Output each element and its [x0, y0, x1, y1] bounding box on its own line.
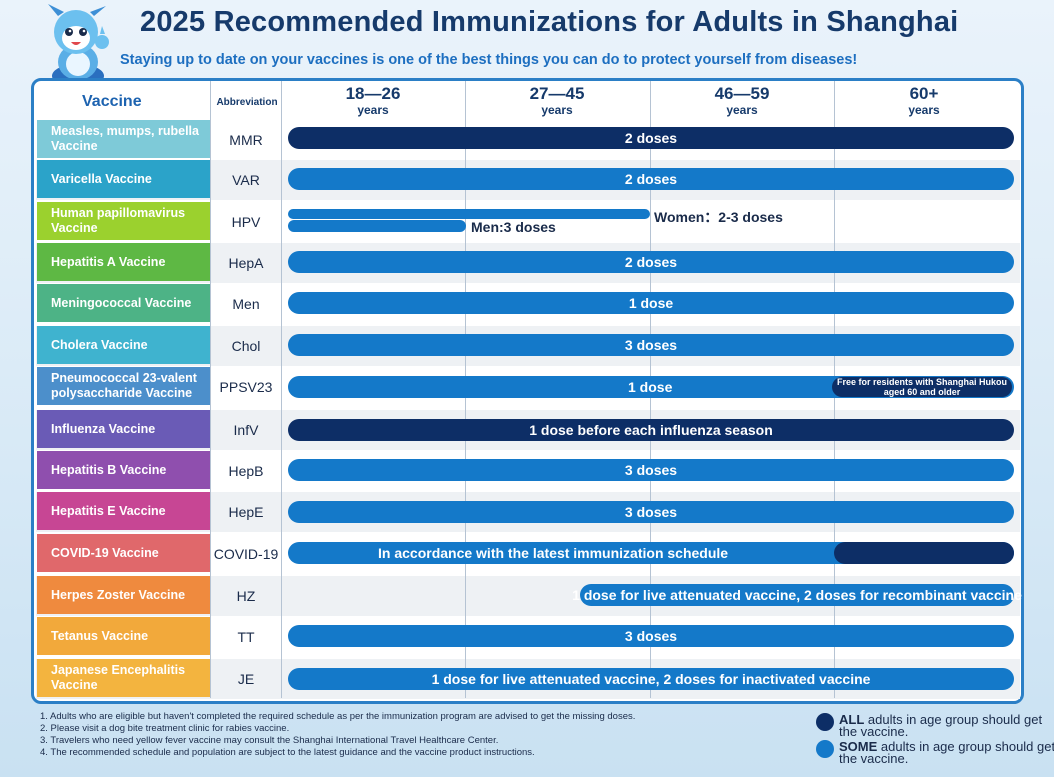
age-range: 27—45 — [529, 84, 585, 103]
vaccine-name-var: Varicella Vaccine — [37, 160, 210, 198]
covid19-bar-label: In accordance with the latest immunizati… — [378, 545, 729, 561]
footnote-3: 3. Travelers who need yellow fever vacci… — [40, 735, 499, 746]
age-range: 60+ — [909, 84, 939, 103]
schedule-bar-chol: 3 doses — [288, 334, 1014, 356]
hpv-women-label: Women：2-3 doses — [654, 209, 783, 225]
legend-all-desc: adults in age group should get the vacci… — [839, 712, 1043, 739]
abbr-cell: HZ — [236, 588, 256, 604]
vaccine-name-chol: Cholera Vaccine — [37, 326, 210, 364]
schedule-bar-tt: 3 doses — [288, 625, 1014, 647]
age-range: 18—26 — [345, 84, 401, 103]
legend-some-dot — [816, 740, 834, 758]
age-range: 46—59 — [714, 84, 770, 103]
schedule-bar-hepa: 2 doses — [288, 251, 1014, 273]
schedule-bar-infv: 1 dose before each influenza season — [288, 419, 1014, 441]
abbr-cell: HPV — [231, 214, 261, 230]
abbr-cell: InfV — [233, 422, 259, 438]
legend-some-text: SOME adults in age group should get the … — [839, 739, 1054, 766]
vaccine-name-hepe: Hepatitis E Vaccine — [37, 492, 210, 530]
covid19-all-segment — [834, 542, 1014, 564]
age-unit: years — [357, 103, 389, 117]
schedule-bar-hpv-men — [288, 220, 466, 232]
ppsv23-free-note: Free for residents with Shanghai Hukou a… — [832, 377, 1012, 397]
schedule-bar-mmr: 2 doses — [288, 127, 1014, 149]
schedule-bar-hpv-women — [288, 209, 650, 219]
abbr-cell: COVID-19 — [213, 546, 279, 562]
schedule-bar-covid19: In accordance with the latest immunizati… — [288, 542, 1014, 564]
age-header-60-plus: 60+ years — [834, 85, 1014, 116]
schedule-bar-hz: 1 dose for live attenuated vaccine, 2 do… — [572, 584, 1022, 606]
vaccine-name-je: Japanese Encephalitis Vaccine — [37, 659, 210, 697]
abbr-cell: HepE — [228, 504, 264, 520]
age-unit: years — [908, 103, 940, 117]
divider — [210, 81, 211, 698]
vaccine-column-header: Vaccine — [82, 93, 142, 110]
vaccine-name-hepb: Hepatitis B Vaccine — [37, 451, 210, 489]
vaccine-name-ppsv23: Pneumococcal 23-valent polysaccharide Va… — [37, 367, 210, 405]
vaccine-name-covid19: COVID-19 Vaccine — [37, 534, 210, 572]
page-subtitle: Staying up to date on your vaccines is o… — [120, 52, 858, 68]
abbr-cell: HepA — [228, 255, 264, 271]
vaccine-name-infv: Influenza Vaccine — [37, 410, 210, 448]
divider — [281, 81, 282, 698]
abbr-cell: PPSV23 — [219, 379, 273, 395]
abbr-cell: Chol — [231, 338, 261, 354]
ppsv23-bar-label: 1 dose — [628, 379, 673, 395]
legend-some-desc: adults in age group should get the vacci… — [839, 739, 1054, 766]
legend-all-strong: ALL — [839, 712, 865, 727]
schedule-bar-men: 1 dose — [288, 292, 1014, 314]
age-header-27-45: 27—45 years — [465, 85, 649, 116]
vaccine-name-hz: Herpes Zoster Vaccine — [37, 576, 210, 614]
schedule-bar-je: 1 dose for live attenuated vaccine, 2 do… — [288, 668, 1014, 690]
legend-all-text: ALL adults in age group should get the v… — [839, 712, 1054, 739]
schedule-bar-hepe: 3 doses — [288, 501, 1014, 523]
age-unit: years — [726, 103, 758, 117]
vaccine-name-mmr: Measles, mumps, rubella Vaccine — [37, 120, 210, 158]
age-header-46-59: 46—59 years — [650, 85, 834, 116]
vaccine-name-hpv: Human papillomavirus Vaccine — [37, 202, 210, 240]
abbr-cell: HepB — [228, 463, 264, 479]
age-unit: years — [541, 103, 573, 117]
abbr-cell: MMR — [229, 132, 263, 148]
legend-some-strong: SOME — [839, 739, 878, 754]
vaccine-name-men: Meningococcal Vaccine — [37, 284, 210, 322]
abbreviation-column-header: Abbreviation — [216, 97, 278, 108]
schedule-bar-hepb: 3 doses — [288, 459, 1014, 481]
abbr-cell: JE — [237, 671, 255, 687]
legend-all-dot — [816, 713, 834, 731]
age-header-18-26: 18—26 years — [281, 85, 465, 116]
vaccine-name-hepa: Hepatitis A Vaccine — [37, 243, 210, 281]
abbr-cell: Men — [232, 296, 260, 312]
footnote-2: 2. Please visit a dog bite treatment cli… — [40, 723, 290, 734]
footnote-1: 1. Adults who are eligible but haven't c… — [40, 711, 636, 722]
schedule-bar-ppsv23: 1 dose Free for residents with Shanghai … — [288, 376, 1014, 398]
abbr-cell: VAR — [232, 172, 260, 188]
vaccine-name-tt: Tetanus Vaccine — [37, 617, 210, 655]
page-title: 2025 Recommended Immunizations for Adult… — [140, 6, 959, 38]
abbr-cell: TT — [237, 629, 255, 645]
footnote-4: 4. The recommended schedule and populati… — [40, 747, 535, 758]
hpv-men-label: Men:3 doses — [471, 219, 556, 235]
schedule-bar-var: 2 doses — [288, 168, 1014, 190]
